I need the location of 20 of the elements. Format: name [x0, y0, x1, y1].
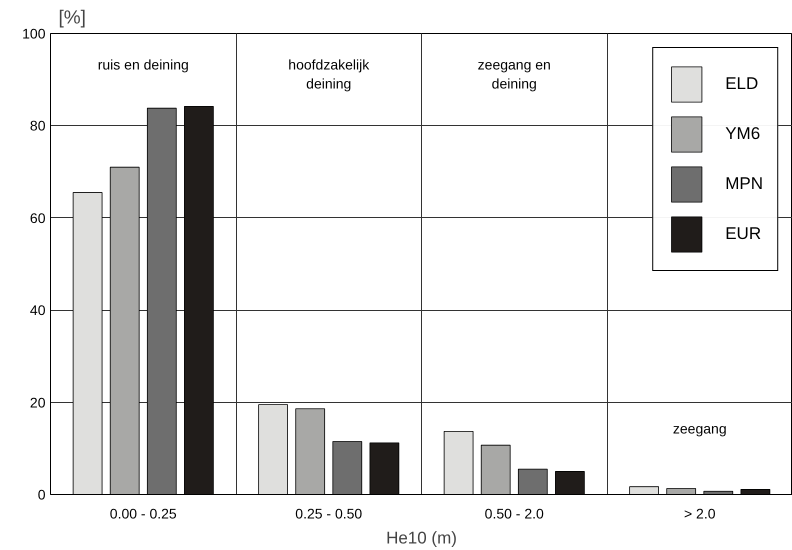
- y-tick-label: 100: [22, 26, 46, 42]
- legend-label: YM6: [725, 124, 760, 144]
- annotation: zeegang: [672, 420, 727, 437]
- y-tick-label: 0: [38, 486, 46, 502]
- x-tick-label: 0.50 - 2.0: [484, 506, 544, 522]
- x-tick-label: > 2.0: [684, 506, 716, 522]
- annotation: ruis en deining: [98, 56, 189, 73]
- legend-label: ELD: [725, 74, 758, 94]
- y-tick-label: 20: [30, 394, 46, 410]
- legend-label: MPN: [725, 174, 763, 194]
- y-tick-label: 40: [30, 302, 46, 318]
- y-axis-title: [%]: [58, 8, 86, 28]
- x-tick-label: 0.00 - 0.25: [110, 506, 177, 522]
- annotation: hoofdzakelijk deining: [288, 56, 370, 92]
- x-axis-title: He10 (m): [386, 528, 457, 548]
- x-tick-label: 0.25 - 0.50: [295, 506, 362, 522]
- legend-label: EUR: [725, 224, 762, 244]
- annotation: zeegang en deining: [478, 56, 551, 92]
- y-tick-label: 60: [30, 210, 46, 226]
- y-tick-label: 80: [30, 118, 46, 134]
